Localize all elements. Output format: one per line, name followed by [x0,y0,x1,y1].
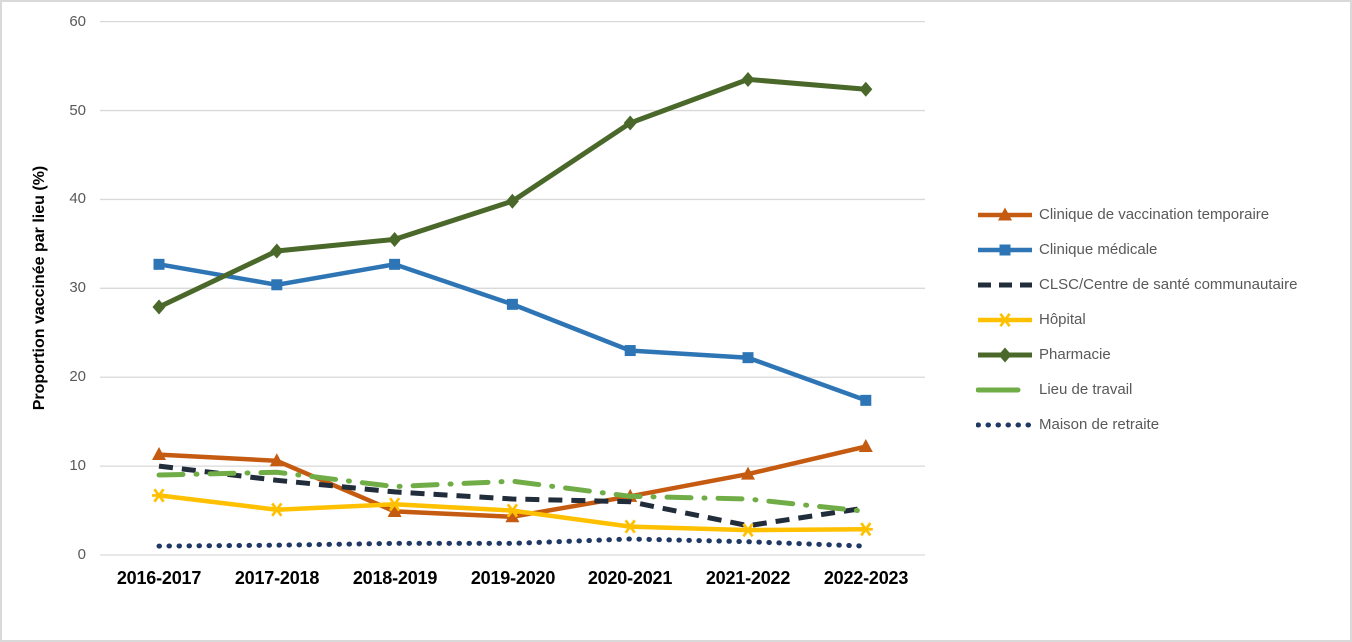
marker-star-icon [506,503,519,518]
marker-triangle-icon [998,207,1012,220]
series-line-clsc-centre-sante-communautaire [158,463,867,529]
series-line-clinique-medicale [158,261,867,403]
marker-triangle-icon [858,439,873,453]
y-tick-50: 50 [69,102,86,119]
legend-label: Clinique de vaccination temporaire [1039,206,1270,223]
legend-label: Pharmacie [1039,346,1111,363]
marker-triangle-icon [269,453,284,467]
legend-label: CLSC/Centre de santé communautaire [1039,276,1298,293]
y-tick-10: 10 [69,457,86,474]
legend-item-clsc: CLSC/Centre de santé communautaire [976,267,1348,302]
marker-diamond-icon [152,299,166,315]
marker-square-icon [271,279,283,291]
legend-item-clinique-vaccination-temporaire: Clinique de vaccination temporaire [976,197,1348,232]
marker-triangle-icon [387,503,402,517]
marker-star-icon [999,312,1011,327]
legend-item-hopital: Hôpital [976,302,1348,337]
x-label-2022-2023: 2022-2023 [823,568,909,588]
marker-diamond-icon [505,193,519,209]
marker-star-icon [624,519,636,534]
series-line-maison-de-retraite [156,536,869,549]
legend-label: Clinique médicale [1039,241,1158,258]
legend-sample-line-icon [978,347,1032,362]
legend-sample-line-icon [976,387,1034,392]
legend-item-clinique-medicale: Clinique médicale [976,232,1348,267]
marker-square-icon [742,352,754,364]
marker-triangle-icon [505,509,520,523]
series-line-lieu-de-travail [156,469,869,514]
marker-star-icon [271,502,283,517]
legend-sample-line-icon [978,282,1032,287]
marker-square-icon [624,345,636,357]
marker-diamond-icon [388,231,402,247]
y-tick-30: 30 [69,279,86,296]
marker-star-icon [153,488,165,503]
y-tick-40: 40 [69,190,86,207]
marker-square-icon [999,244,1011,255]
marker-square-icon [389,258,401,270]
series-line-pharmacie [157,76,867,310]
legend-sample-line-icon [978,207,1032,220]
x-label-2018-2019: 2018-2019 [352,568,438,588]
x-label-2016-2017: 2016-2017 [116,568,202,588]
marker-diamond-icon [859,81,873,97]
marker-diamond-icon [998,347,1012,362]
marker-star-icon [742,523,754,538]
legend: Clinique de vaccination temporaire Clini… [976,197,1348,442]
marker-diamond-icon [741,71,755,87]
marker-triangle-icon [152,447,166,461]
marker-star-icon [388,497,401,512]
legend-label: Lieu de travail [1039,381,1133,398]
x-label-2019-2020: 2019-2020 [470,568,556,588]
marker-square-icon [506,298,518,310]
y-tick-0: 0 [77,546,86,563]
legend-sample-line-icon [978,244,1032,255]
marker-diamond-icon [270,243,284,259]
legend-label: Maison de retraite [1039,416,1160,433]
x-label-2021-2022: 2021-2022 [705,568,791,588]
y-tick-20: 20 [69,368,86,385]
marker-square-icon [153,258,165,270]
marker-square-icon [860,394,872,406]
marker-diamond-icon [623,115,637,131]
legend-item-lieu-de-travail: Lieu de travail [976,372,1348,407]
legend-item-maison-de-retraite: Maison de retraite [976,407,1348,442]
legend-item-pharmacie: Pharmacie [976,337,1348,372]
marker-triangle-icon [741,466,755,480]
marker-star-icon [860,522,872,537]
legend-sample-line-icon [976,422,1034,427]
legend-sample-line-icon [978,312,1032,327]
y-tick-60: 60 [69,13,86,30]
legend-label: Hôpital [1039,311,1086,328]
x-label-2020-2021: 2020-2021 [587,568,673,588]
x-label-2017-2018: 2017-2018 [234,568,320,588]
